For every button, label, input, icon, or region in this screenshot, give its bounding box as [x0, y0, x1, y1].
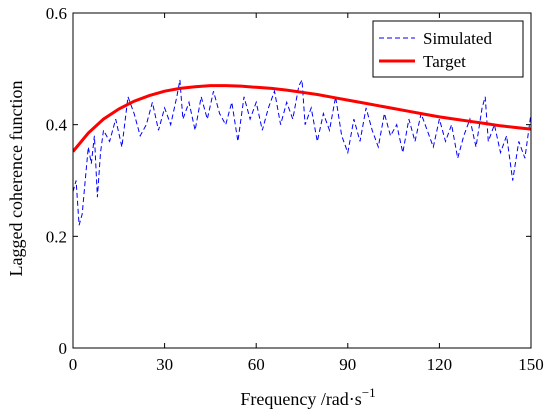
x-axis-label-text: Frequency /rad·s [240, 389, 361, 409]
plot-layer [73, 78, 531, 226]
y-tick-label: 0.2 [46, 227, 67, 246]
x-axis-label: Frequency /rad·s−1 [240, 385, 375, 409]
x-tick-label: 120 [427, 355, 453, 374]
legend-box [372, 20, 524, 78]
x-tick-label: 60 [248, 355, 265, 374]
x-axis-label-superscript: −1 [362, 385, 376, 400]
legend-label-simulated: Simulated [423, 29, 492, 48]
x-tick-label: 30 [156, 355, 173, 374]
series-line-simulated [73, 78, 531, 226]
series-line-target [73, 84, 531, 153]
x-tick-label: 90 [339, 355, 356, 374]
legend: Simulated Target [372, 20, 524, 78]
axes-layer: 0 30 60 90 120 150 0 0.2 0.4 0.6 Frequency /rad·s−… [6, 4, 544, 409]
axes-frame [72, 12, 532, 349]
y-tick-label: 0 [59, 339, 68, 358]
y-tick-label: 0.4 [46, 116, 68, 135]
x-tick-label: 150 [518, 355, 544, 374]
y-tick-label: 0.6 [46, 4, 67, 23]
legend-label-target: Target [423, 52, 466, 71]
y-axis-label: Lagged coherence function [6, 81, 26, 277]
x-tick-label: 0 [69, 355, 78, 374]
